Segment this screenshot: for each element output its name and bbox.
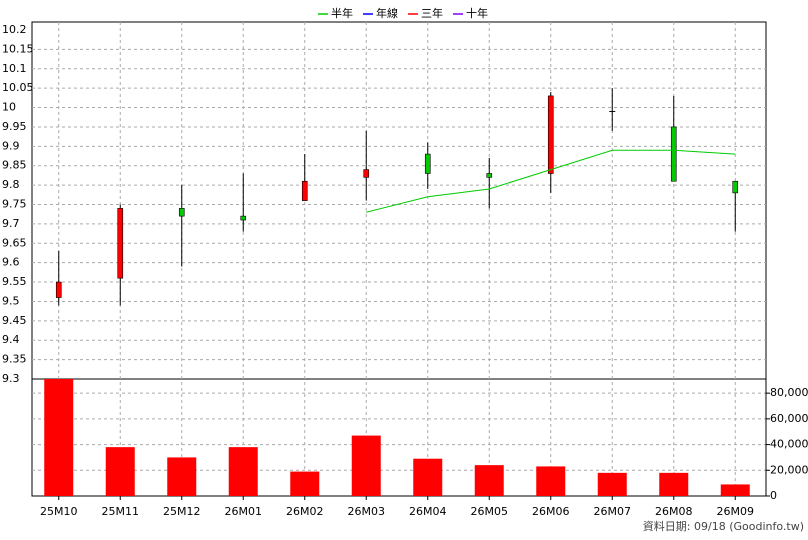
footnote: 資料日期: 09/18 (Goodinfo.tw) — [643, 519, 804, 533]
candle-body — [117, 208, 124, 279]
ma-line — [366, 149, 736, 213]
y-tick-label: 9.95 — [2, 120, 27, 133]
y-tick-label: 10.15 — [2, 42, 34, 55]
y-tick-label: 9.45 — [2, 314, 27, 327]
y-tick-label: 9.4 — [2, 333, 20, 346]
candle-body — [301, 180, 308, 201]
x-tick-label: 26M06 — [532, 505, 570, 518]
y-tick-label: 9.55 — [2, 275, 27, 288]
candle-body — [240, 215, 247, 221]
volume-bar — [290, 471, 320, 496]
x-tick-label: 25M12 — [163, 505, 201, 518]
y2-tick-label: 60,000 — [770, 412, 808, 425]
candle-body — [55, 281, 62, 298]
y-tick-label: 10.2 — [2, 23, 27, 36]
volume-bar — [659, 472, 689, 496]
x-tick-label: 26M04 — [409, 505, 447, 518]
y-tick-label: 9.85 — [2, 159, 27, 172]
y-tick-label: 9.3 — [2, 372, 20, 385]
y-tick-label: 9.9 — [2, 139, 20, 152]
x-tick-label: 25M10 — [40, 505, 78, 518]
legend-label: 半年 — [331, 6, 353, 20]
x-tick-label: 26M08 — [655, 505, 693, 518]
legend-label: 三年 — [421, 6, 443, 20]
volume-bar — [474, 465, 504, 496]
x-tick-label: 26M09 — [717, 505, 755, 518]
y-tick-label: 9.8 — [2, 178, 20, 191]
y-tick-label: 9.6 — [2, 256, 20, 269]
y-tick-label: 9.65 — [2, 236, 27, 249]
volume-bar — [228, 447, 258, 496]
x-tick-label: 25M11 — [102, 505, 140, 518]
x-tick-label: 26M05 — [471, 505, 509, 518]
volume-bar — [536, 466, 566, 496]
candle-body — [547, 95, 554, 174]
y2-tick-label: 40,000 — [770, 438, 808, 451]
candle-body — [670, 126, 677, 182]
y-tick-label: 9.35 — [2, 353, 27, 366]
volume-bar — [597, 472, 627, 496]
y2-tick-label: 80,000 — [770, 386, 808, 399]
y-tick-label: 10.1 — [2, 62, 27, 75]
volume-bar — [44, 379, 74, 496]
x-tick-label: 26M02 — [286, 505, 324, 518]
y-tick-label: 9.7 — [2, 217, 20, 230]
y2-tick-label: 20,000 — [770, 463, 808, 476]
x-tick-label: 26M03 — [348, 505, 386, 518]
y-tick-label: 9.5 — [2, 294, 20, 307]
candle-body — [486, 173, 493, 178]
legend-label: 年線 — [376, 6, 398, 20]
volume-bar — [720, 484, 750, 496]
y-tick-label: 10.05 — [2, 81, 34, 94]
candle-body — [178, 208, 185, 217]
x-tick-label: 26M07 — [594, 505, 632, 518]
plot-frame — [31, 21, 767, 497]
y2-tick-label: 0 — [770, 489, 777, 502]
candle-body — [424, 153, 431, 174]
y-tick-label: 9.75 — [2, 198, 27, 211]
volume-bar — [167, 457, 197, 496]
candle-body — [363, 169, 370, 178]
x-tick-label: 26M01 — [225, 505, 263, 518]
volume-bar — [105, 447, 135, 496]
volume-bar — [351, 435, 381, 496]
legend-label: 十年 — [466, 6, 488, 20]
candle-body — [732, 180, 739, 194]
volume-bar — [413, 458, 443, 496]
y-tick-label: 10 — [2, 101, 16, 114]
